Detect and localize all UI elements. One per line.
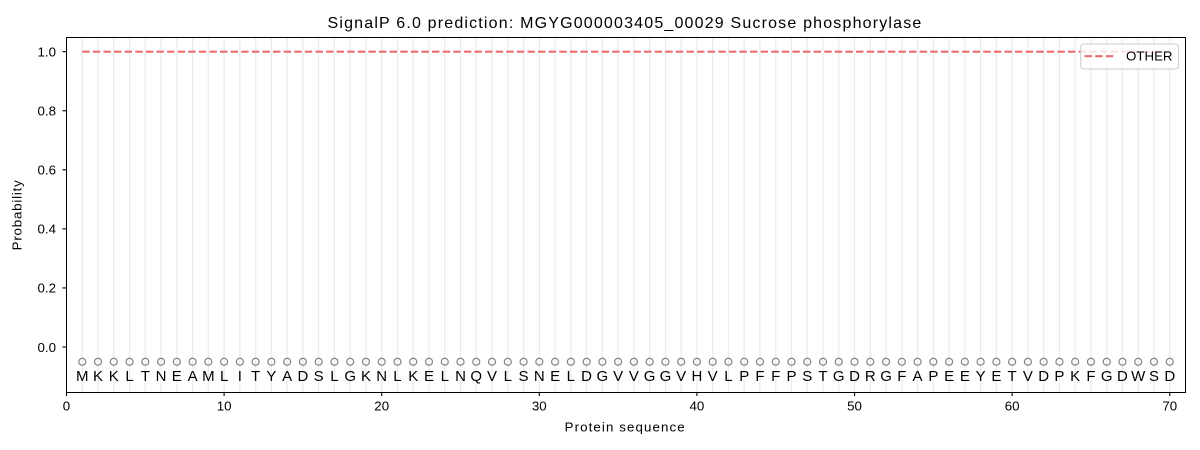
svg-text:L: L	[567, 368, 575, 385]
svg-text:S: S	[519, 368, 529, 385]
svg-text:0: 0	[63, 398, 70, 413]
svg-text:50: 50	[847, 398, 862, 413]
svg-text:D: D	[1117, 368, 1128, 385]
svg-text:V: V	[487, 368, 497, 385]
svg-text:K: K	[361, 368, 371, 385]
svg-text:V: V	[1023, 368, 1033, 385]
svg-text:N: N	[376, 368, 387, 385]
svg-text:1.0: 1.0	[38, 45, 57, 60]
svg-text:N: N	[534, 368, 545, 385]
svg-text:G: G	[644, 368, 656, 385]
svg-text:E: E	[550, 368, 560, 385]
svg-text:K: K	[1070, 368, 1080, 385]
svg-text:V: V	[708, 368, 718, 385]
svg-text:G: G	[880, 368, 892, 385]
svg-text:G: G	[660, 368, 672, 385]
svg-text:G: G	[344, 368, 356, 385]
svg-text:0.4: 0.4	[38, 222, 57, 237]
svg-text:F: F	[771, 368, 780, 385]
svg-text:P: P	[928, 368, 938, 385]
svg-text:K: K	[93, 368, 103, 385]
svg-text:A: A	[282, 368, 292, 385]
svg-text:E: E	[172, 368, 182, 385]
svg-text:L: L	[330, 368, 338, 385]
svg-text:H: H	[691, 368, 702, 385]
svg-text:I: I	[238, 368, 242, 385]
svg-text:A: A	[188, 368, 198, 385]
svg-text:Y: Y	[266, 368, 276, 385]
svg-text:W: W	[1131, 368, 1146, 385]
svg-text:A: A	[913, 368, 923, 385]
svg-text:0.8: 0.8	[38, 104, 57, 119]
svg-text:D: D	[581, 368, 592, 385]
svg-text:L: L	[724, 368, 732, 385]
svg-text:S: S	[802, 368, 812, 385]
svg-text:N: N	[156, 368, 167, 385]
svg-text:L: L	[393, 368, 401, 385]
svg-text:V: V	[629, 368, 639, 385]
svg-text:E: E	[960, 368, 970, 385]
svg-text:P: P	[786, 368, 796, 385]
svg-text:G: G	[1101, 368, 1113, 385]
svg-text:K: K	[109, 368, 119, 385]
svg-text:Y: Y	[976, 368, 986, 385]
svg-text:SignalP 6.0 prediction: MGYG00: SignalP 6.0 prediction: MGYG000003405_00…	[328, 15, 923, 32]
svg-text:S: S	[314, 368, 324, 385]
svg-text:K: K	[408, 368, 418, 385]
svg-text:V: V	[613, 368, 623, 385]
svg-text:V: V	[676, 368, 686, 385]
svg-text:10: 10	[217, 398, 232, 413]
svg-text:L: L	[504, 368, 512, 385]
svg-text:60: 60	[1005, 398, 1020, 413]
svg-text:Q: Q	[470, 368, 482, 385]
svg-text:OTHER: OTHER	[1126, 49, 1173, 64]
svg-text:D: D	[1038, 368, 1049, 385]
svg-text:P: P	[1054, 368, 1064, 385]
svg-text:T: T	[1008, 368, 1017, 385]
svg-text:G: G	[833, 368, 845, 385]
svg-text:0.0: 0.0	[38, 340, 57, 355]
svg-text:L: L	[441, 368, 449, 385]
svg-text:G: G	[597, 368, 609, 385]
svg-text:N: N	[455, 368, 466, 385]
svg-text:D: D	[1164, 368, 1175, 385]
svg-text:M: M	[202, 368, 215, 385]
svg-text:30: 30	[532, 398, 547, 413]
svg-text:T: T	[818, 368, 827, 385]
svg-text:M: M	[76, 368, 89, 385]
svg-text:L: L	[220, 368, 228, 385]
svg-text:E: E	[991, 368, 1001, 385]
svg-text:R: R	[865, 368, 876, 385]
svg-text:D: D	[297, 368, 308, 385]
svg-text:F: F	[897, 368, 906, 385]
svg-text:T: T	[141, 368, 150, 385]
svg-text:Protein sequence: Protein sequence	[565, 420, 686, 435]
svg-text:L: L	[125, 368, 133, 385]
svg-text:E: E	[944, 368, 954, 385]
svg-text:E: E	[424, 368, 434, 385]
svg-text:D: D	[849, 368, 860, 385]
svg-text:0.6: 0.6	[38, 163, 57, 178]
svg-text:F: F	[755, 368, 764, 385]
svg-text:0.2: 0.2	[38, 281, 57, 296]
svg-text:S: S	[1149, 368, 1159, 385]
svg-text:20: 20	[374, 398, 389, 413]
svg-text:40: 40	[690, 398, 705, 413]
svg-text:T: T	[251, 368, 260, 385]
svg-text:Probability: Probability	[9, 179, 24, 250]
svg-text:F: F	[1086, 368, 1095, 385]
svg-text:P: P	[739, 368, 749, 385]
svg-text:70: 70	[1162, 398, 1177, 413]
